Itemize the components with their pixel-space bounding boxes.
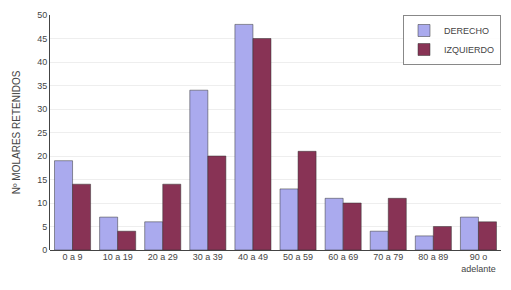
svg-text:10 a 19: 10 a 19 — [103, 252, 133, 262]
svg-text:5: 5 — [42, 222, 47, 232]
svg-text:20 a 29: 20 a 29 — [148, 252, 178, 262]
svg-text:DERECHO: DERECHO — [444, 26, 489, 36]
svg-text:0: 0 — [42, 245, 47, 255]
svg-text:45: 45 — [37, 34, 47, 44]
svg-text:90 oadelante: 90 oadelante — [461, 252, 496, 274]
svg-text:Nº MOLARES RETENIDOS: Nº MOLARES RETENIDOS — [11, 70, 22, 194]
svg-text:IZQUIERDO: IZQUIERDO — [444, 45, 494, 55]
svg-text:0 a 9: 0 a 9 — [63, 252, 83, 262]
svg-text:80 a 89: 80 a 89 — [418, 252, 448, 262]
svg-text:40 a 49: 40 a 49 — [238, 252, 268, 262]
svg-text:20: 20 — [37, 151, 47, 161]
svg-text:25: 25 — [37, 128, 47, 138]
svg-text:50 a 59: 50 a 59 — [283, 252, 313, 262]
svg-text:70 a 79: 70 a 79 — [373, 252, 403, 262]
svg-text:50: 50 — [37, 10, 47, 20]
svg-text:15: 15 — [37, 175, 47, 185]
svg-text:40: 40 — [37, 57, 47, 67]
svg-text:35: 35 — [37, 81, 47, 91]
svg-text:30: 30 — [37, 104, 47, 114]
svg-text:10: 10 — [37, 198, 47, 208]
svg-text:60 a 69: 60 a 69 — [328, 252, 358, 262]
svg-text:30 a 39: 30 a 39 — [193, 252, 223, 262]
